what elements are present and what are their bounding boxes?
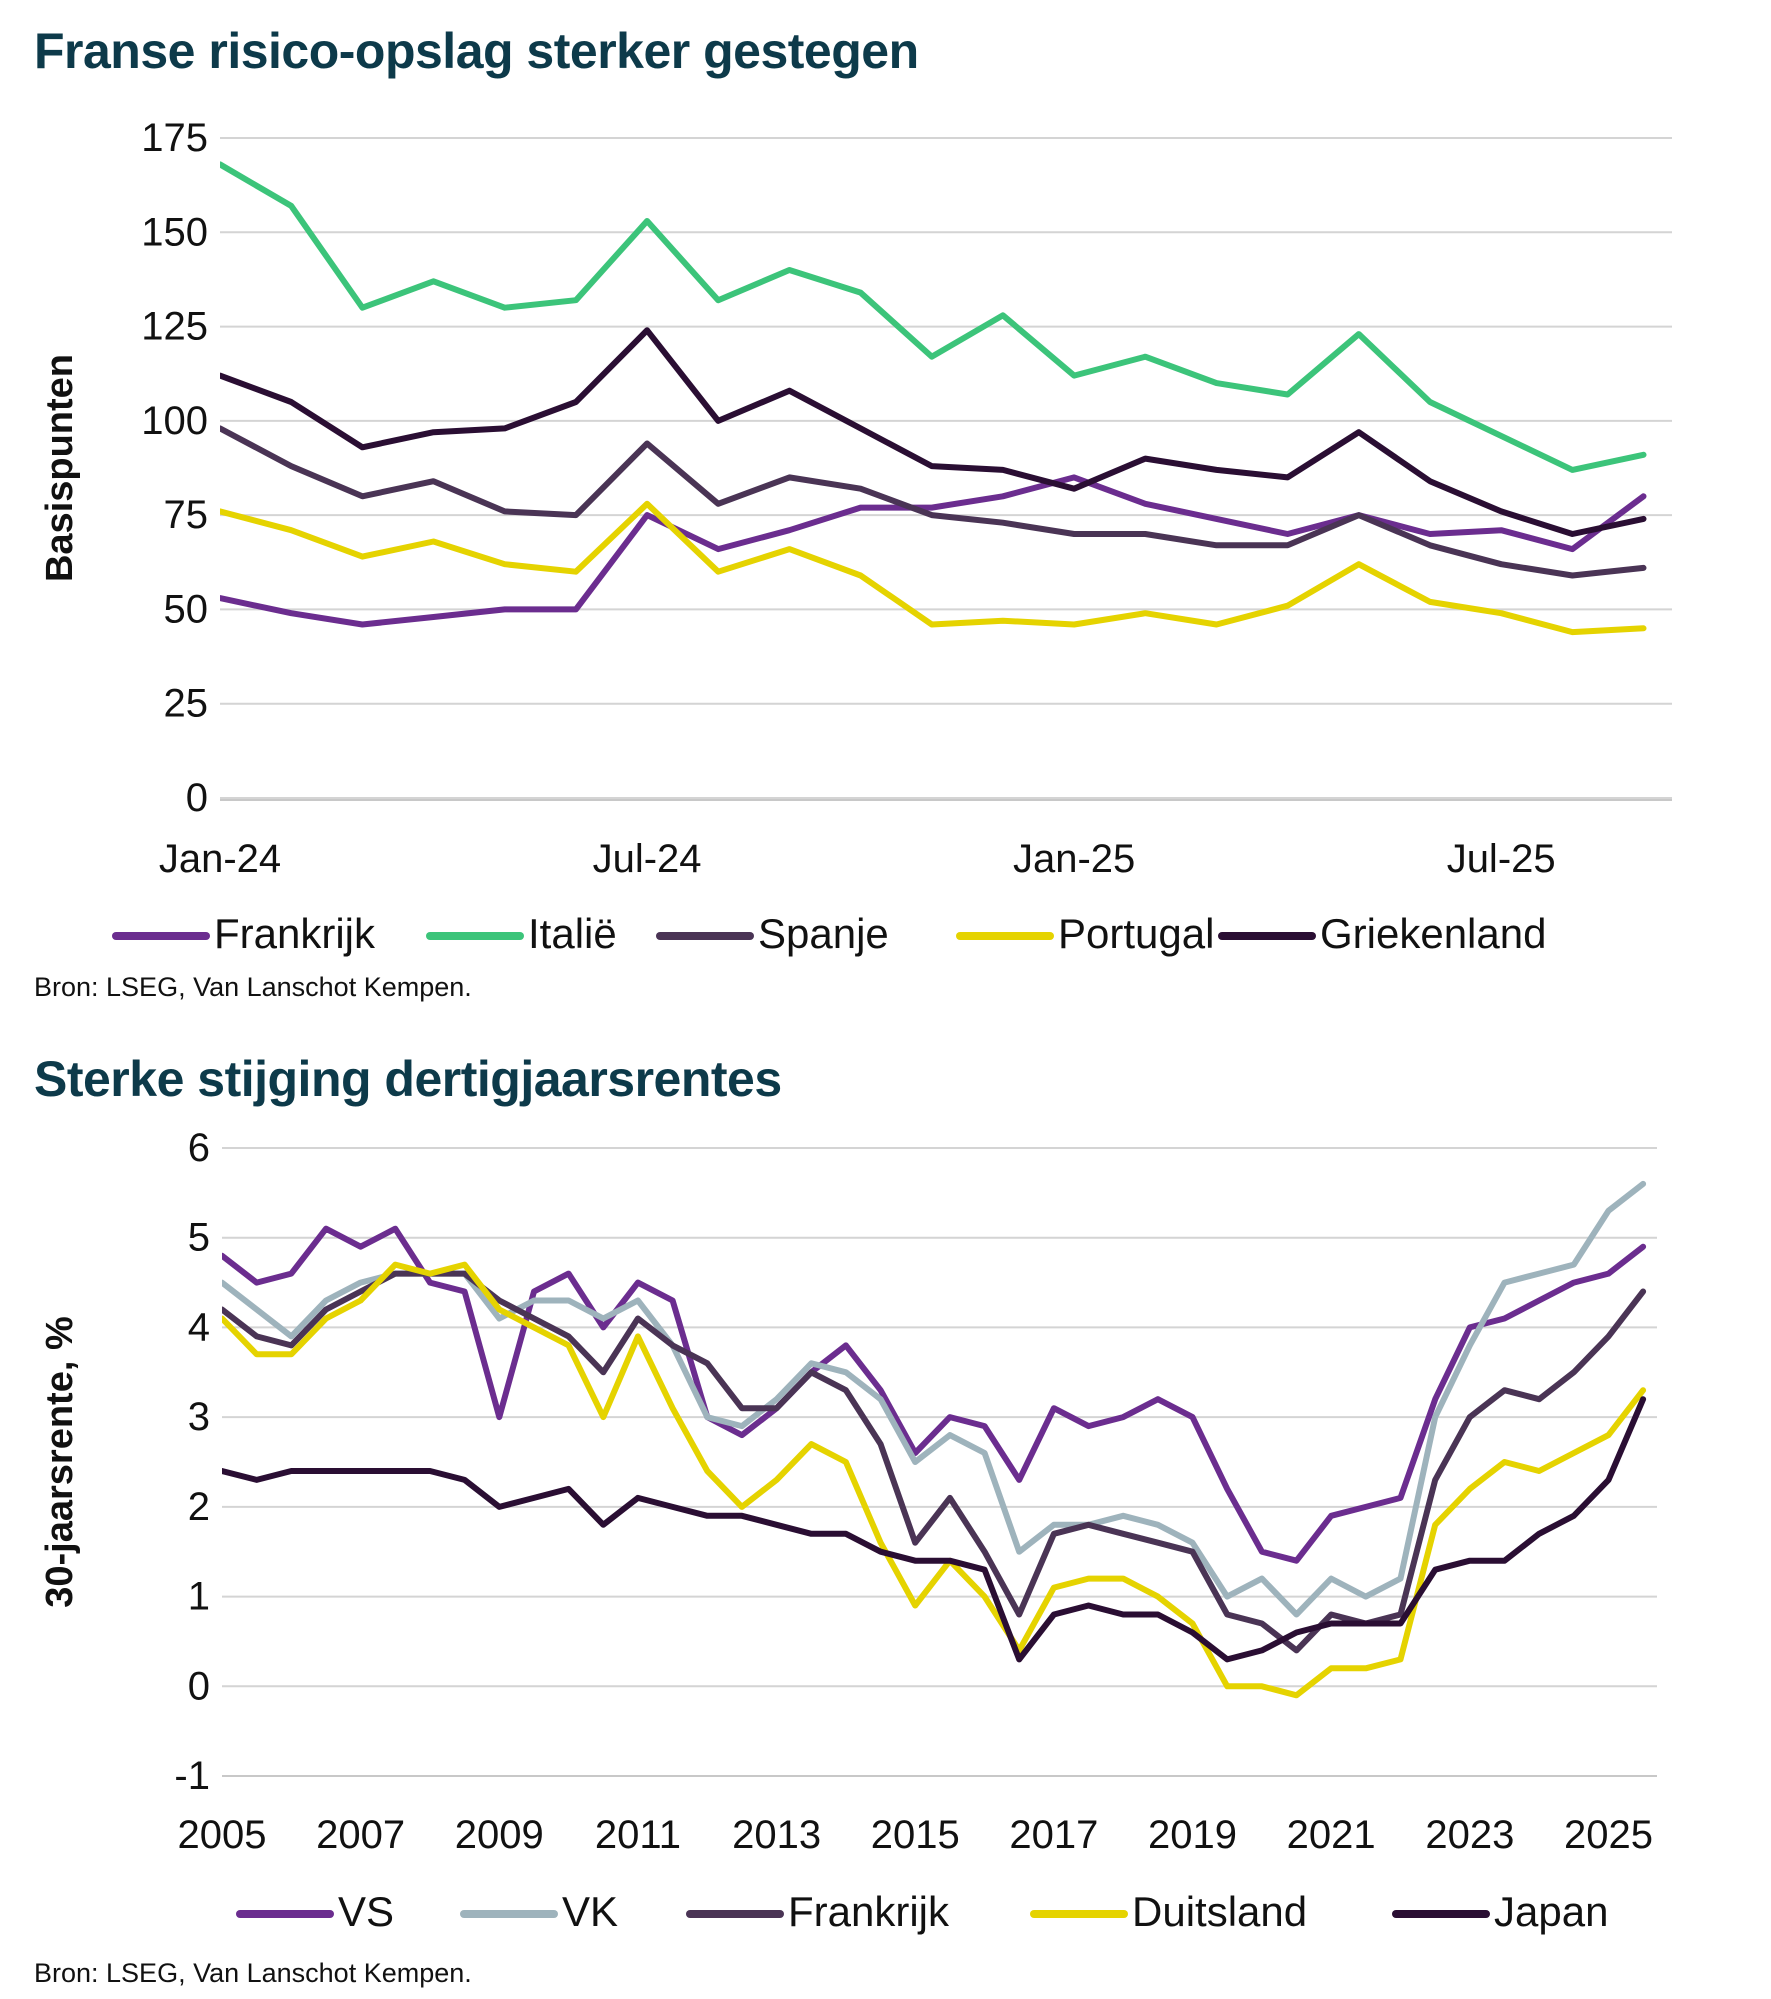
x-tick-label: 2009	[455, 1813, 544, 1857]
chart-panel-spreads: Franse risico-opslag sterker gestegen 0 2…	[34, 23, 1672, 1002]
chart-panel-yields: Sterke stijging dertigjaarsrentes -1 0 1 2 3…	[0, 1010, 1771, 1999]
x-tick-label: Jul-25	[1447, 837, 1556, 881]
y-tick-label: 50	[164, 587, 209, 631]
series-line-spanje	[220, 425, 1647, 579]
series-line-japan	[222, 1396, 1647, 1663]
series-line-italie	[220, 161, 1647, 473]
legend-label-vk: VK	[562, 1888, 618, 1935]
series-line-frankrijk	[222, 1270, 1647, 1654]
series-line-frankrijk	[220, 474, 1647, 628]
y-tick-label: 100	[141, 399, 208, 443]
x-tick-label: Jan-25	[1013, 837, 1135, 881]
series-line-griekenland	[220, 327, 1647, 537]
x-tick-label: 2019	[1148, 1813, 1237, 1857]
x-tick-label: 2005	[178, 1813, 267, 1857]
y-tick-label: 150	[141, 210, 208, 254]
legend-label-vs: VS	[338, 1888, 394, 1935]
x-tick-label: 2013	[732, 1813, 821, 1857]
chart-title: Franse risico-opslag sterker gestegen	[34, 23, 919, 79]
legend-label-italie: Italië	[528, 910, 617, 957]
legend-label-frankrijk: Frankrijk	[788, 1888, 950, 1935]
yields-chart-svg: -1 0 1 2 3 4 5 6 2005 2007 2009 2011 2013 2015 2017 201…	[39, 1126, 1657, 1935]
x-tick-label: 2021	[1287, 1813, 1376, 1857]
y-tick-label: 4	[188, 1305, 210, 1349]
x-tick-label: 2015	[871, 1813, 960, 1857]
y-axis-label: Basispunten	[39, 354, 81, 582]
legend-label-frankrijk: Frankrijk	[214, 910, 376, 957]
x-tick-label: 2011	[595, 1813, 681, 1857]
y-tick-label: 2	[188, 1485, 210, 1529]
y-tick-label: -1	[174, 1754, 210, 1798]
y-tick-label: 0	[186, 776, 208, 820]
y-tick-label: 3	[188, 1395, 210, 1439]
x-tick-label: 2017	[1009, 1813, 1098, 1857]
spreads-chart-svg: 0 25 50 75 100 125 150 175 Jan-24 Jul-24 Jan-25 Jul…	[39, 116, 1672, 957]
x-tick-label: Jan-24	[159, 837, 281, 881]
y-tick-label: 75	[164, 493, 209, 537]
x-tick-label: 2023	[1425, 1813, 1514, 1857]
series-line-vs	[222, 1225, 1647, 1564]
x-tick-label: Jul-24	[593, 837, 702, 881]
series-line-duitsland	[222, 1261, 1647, 1699]
x-tick-label: 2025	[1564, 1813, 1653, 1857]
y-tick-label: 175	[141, 116, 208, 160]
legend-label-duitsland: Duitsland	[1132, 1888, 1307, 1935]
y-tick-label: 1	[188, 1575, 210, 1619]
series-group	[220, 161, 1647, 636]
series-line-portugal	[220, 500, 1647, 636]
y-tick-label: 25	[164, 682, 209, 726]
chart-source: Bron: LSEG, Van Lanschot Kempen.	[34, 972, 472, 1002]
chart-title: Sterke stijging dertigjaarsrentes	[34, 1051, 782, 1107]
x-tick-label: 2007	[316, 1813, 405, 1857]
y-axis-label: 30-jaarsrente, %	[39, 1316, 81, 1608]
series-group	[222, 1180, 1647, 1699]
chart-source: Bron: LSEG, Van Lanschot Kempen.	[34, 1958, 472, 1988]
legend-label-griekenland: Griekenland	[1320, 910, 1546, 957]
y-tick-label: 125	[141, 305, 208, 349]
y-tick-label: 5	[188, 1216, 210, 1260]
legend-label-spanje: Spanje	[758, 910, 889, 957]
legend-label-japan: Japan	[1494, 1888, 1608, 1935]
legend-label-portugal: Portugal	[1058, 910, 1214, 957]
y-tick-label: 6	[188, 1126, 210, 1170]
y-tick-label: 0	[188, 1664, 210, 1708]
